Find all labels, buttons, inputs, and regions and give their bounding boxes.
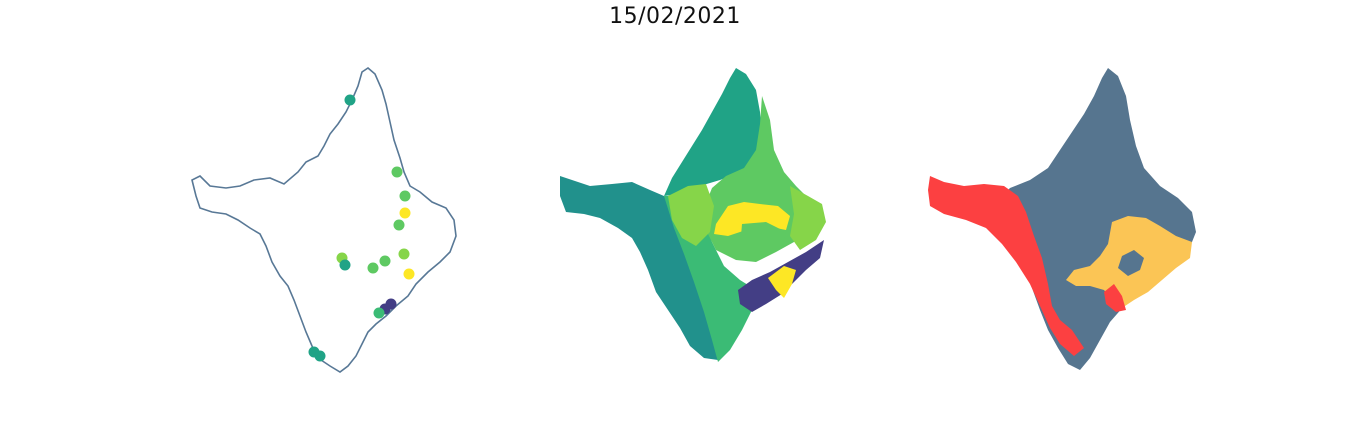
point-marker xyxy=(403,268,415,280)
point-markers xyxy=(308,94,415,362)
point-marker xyxy=(398,248,410,260)
point-marker xyxy=(399,207,411,219)
point-marker xyxy=(391,166,403,178)
region-north xyxy=(664,68,762,196)
region-red-west xyxy=(928,176,1084,356)
region-lime-west xyxy=(668,184,714,246)
point-marker xyxy=(373,307,385,319)
point-marker xyxy=(379,255,391,267)
point-marker xyxy=(314,350,326,362)
point-marker xyxy=(399,190,411,202)
figure-title: 15/02/2021 xyxy=(609,4,741,29)
region-west xyxy=(560,176,722,360)
point-marker xyxy=(339,259,351,271)
viridis-regions xyxy=(560,68,826,362)
region-red-coast xyxy=(1104,284,1126,312)
point-marker xyxy=(367,262,379,274)
region-yellow-center xyxy=(714,202,790,236)
region-lime-east xyxy=(790,186,826,250)
region-green-inner xyxy=(740,222,786,252)
point-marker xyxy=(344,94,356,106)
region-yellow-coast xyxy=(768,266,796,298)
state-outline xyxy=(191,66,457,373)
region-slate-inner xyxy=(1118,250,1144,276)
categorical-regions xyxy=(928,68,1196,370)
point-marker xyxy=(393,219,405,231)
